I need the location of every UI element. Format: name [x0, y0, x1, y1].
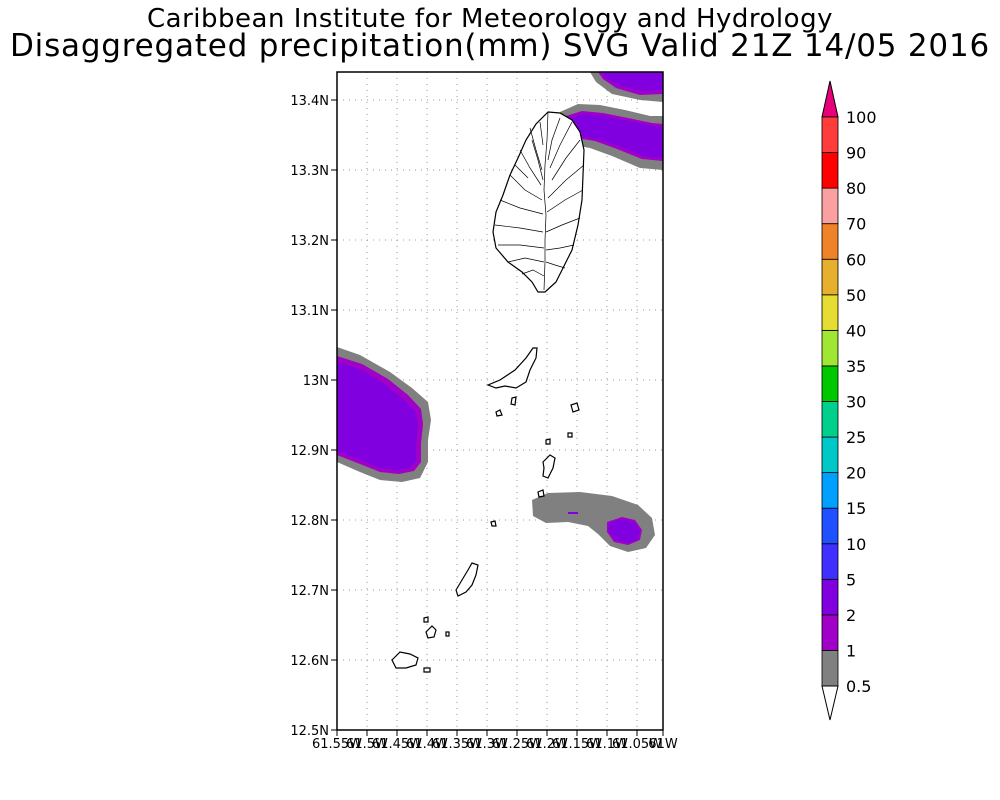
lon-label: 61.05W	[612, 737, 662, 752]
lat-label: 13.2N	[290, 234, 329, 249]
colorbar-level-label: 90	[846, 144, 866, 163]
colorbar-level-label: 30	[846, 393, 866, 412]
island-small	[567, 432, 573, 438]
lat-label: 13.4N	[290, 94, 329, 109]
lat-label: 12.9N	[290, 444, 329, 459]
lat-label: 12.5N	[290, 724, 329, 739]
colorbar-box	[821, 578, 839, 616]
precip-area-2mm	[609, 519, 640, 543]
lon-label: 61.35W	[432, 737, 482, 752]
island-small	[510, 396, 517, 406]
precipitation-fields	[337, 72, 663, 552]
colorbar-level-label: 25	[846, 428, 866, 447]
lon-labels: 61.55W 61.5W 61.45W 61.4W 61.35W 61.3W 6…	[312, 737, 678, 752]
colorbar-box	[821, 401, 839, 438]
colorbar-box	[821, 650, 839, 687]
map-frame	[336, 71, 664, 731]
lon-label: 61.55W	[312, 737, 362, 752]
lat-label: 12.8N	[290, 514, 329, 529]
colorbar-boxes	[821, 116, 839, 687]
colorbar-level-label: 0.5	[846, 677, 871, 696]
island-small	[423, 616, 429, 623]
island-union	[455, 562, 479, 597]
lat-label: 13.3N	[290, 164, 329, 179]
lon-axis	[336, 730, 664, 736]
lon-label: 61.15W	[552, 737, 602, 752]
colorbar-level-label: 35	[846, 357, 866, 376]
lon-label: 61W	[648, 737, 678, 752]
colorbar-box	[821, 507, 839, 545]
colorbar-level-label: 70	[846, 215, 866, 234]
island-small	[545, 438, 551, 445]
colorbar-over-arrow	[821, 80, 839, 118]
colorbar-level-label: 2	[846, 606, 856, 625]
lat-label: 13.1N	[290, 304, 329, 319]
island-carriacou	[391, 651, 419, 669]
colorbar-box	[821, 365, 839, 402]
map-plot-area: 13.4N 13.3N 13.2N 13.1N 13N 12.9N 12.8N …	[290, 71, 678, 752]
colorbar-box	[821, 294, 839, 331]
lat-labels: 13.4N 13.3N 13.2N 13.1N 13N 12.9N 12.8N …	[290, 94, 329, 739]
colorbar-box	[821, 436, 839, 474]
precip-area-2mm	[602, 72, 663, 91]
colorbar-box	[821, 258, 839, 296]
lon-label: 61.1W	[586, 737, 628, 752]
island-small	[537, 489, 545, 498]
island-small	[490, 520, 497, 527]
lon-label: 61.5W	[346, 737, 388, 752]
colorbar-box	[821, 329, 839, 367]
island-bequia	[486, 347, 538, 389]
precip-area-1mm	[568, 512, 578, 514]
island-small	[423, 667, 431, 673]
map-title-product: Disaggregated precipitation(mm) SVG Vali…	[9, 28, 991, 64]
colorbar-box	[821, 614, 839, 651]
colorbar-level-label: 100	[846, 108, 877, 127]
colorbar-level-label: 20	[846, 464, 866, 483]
colorbar-box	[821, 187, 839, 225]
island-canouan	[542, 454, 556, 479]
colorbar-box	[821, 472, 839, 509]
island-main-rivers	[494, 111, 585, 291]
colorbar-level-label: 50	[846, 286, 866, 305]
island-small	[570, 402, 580, 413]
precip-area-2mm	[570, 114, 663, 158]
lat-label: 12.7N	[290, 584, 329, 599]
colorbar-level-label: 10	[846, 535, 866, 554]
colorbar-box	[821, 116, 839, 153]
colorbar-under-arrow	[821, 685, 839, 721]
lon-label: 61.2W	[526, 737, 568, 752]
island-small	[425, 625, 437, 639]
colorbar-level-label: 1	[846, 641, 856, 660]
colorbar-box	[821, 223, 839, 260]
colorbar-level-label: 80	[846, 179, 866, 198]
colorbar-level-label: 5	[846, 570, 856, 589]
lat-label: 13N	[303, 374, 329, 389]
lon-label: 61.3W	[466, 737, 508, 752]
island-small	[495, 409, 503, 417]
colorbar-level-label: 15	[846, 499, 866, 518]
colorbar-level-label: 60	[846, 250, 866, 269]
lon-label: 61.25W	[492, 737, 542, 752]
colorbar-level-label: 40	[846, 321, 866, 340]
lat-label: 12.6N	[290, 654, 329, 669]
island-small	[445, 631, 450, 637]
lon-label: 61.4W	[406, 737, 448, 752]
map-title-institution: Caribbean Institute for Meteorology and …	[147, 4, 833, 34]
coastlines	[391, 111, 585, 673]
colorbar-box	[821, 543, 839, 580]
precip-area-2mm	[337, 362, 418, 470]
lat-axis	[331, 99, 337, 731]
lon-label: 61.45W	[372, 737, 422, 752]
colorbar-box	[821, 152, 839, 189]
